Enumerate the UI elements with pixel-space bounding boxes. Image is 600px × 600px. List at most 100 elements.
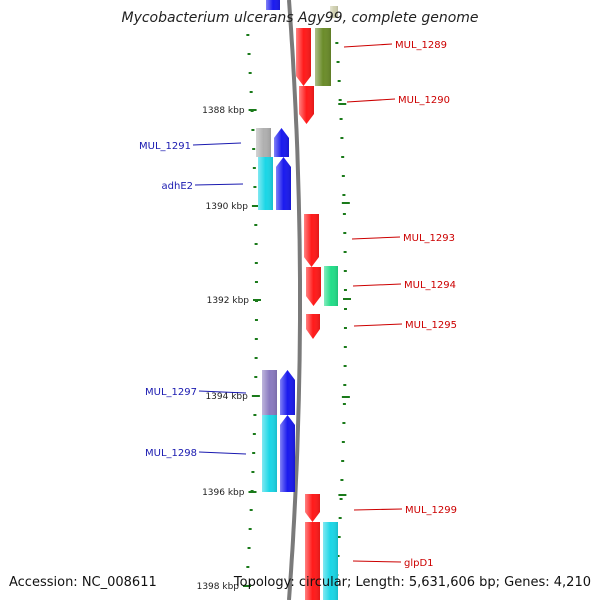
- gene-top-stub-shade: [330, 6, 338, 18]
- gene-label[interactable]: adhE2: [162, 181, 194, 192]
- leader-line: [194, 183, 244, 186]
- tick-mark: [343, 346, 347, 348]
- gene-green-1294-shade: [324, 266, 338, 306]
- gene-mul-1299-shade: [305, 494, 320, 522]
- tick-mark: [337, 536, 341, 538]
- tick-mark: [254, 243, 258, 245]
- tick-mark: [343, 270, 347, 272]
- tick-mark: [343, 289, 347, 291]
- tick-mark: [254, 281, 258, 283]
- gene-adhe2-shade: [276, 157, 291, 210]
- backbone-layer: [287, 0, 302, 600]
- gene-label[interactable]: glpD1: [404, 558, 434, 569]
- gene-mul-1291-shade: [274, 128, 289, 157]
- gene-mul-1297-shade: [280, 370, 295, 415]
- leader-line: [198, 451, 247, 455]
- topology-text: Topology: circular; Length: 5,631,606 bp…: [233, 575, 591, 590]
- gene-label[interactable]: MUL_1294: [404, 280, 456, 291]
- tick-mark: [343, 365, 347, 367]
- tick-mark: [246, 566, 250, 568]
- leader-line: [352, 283, 402, 287]
- tick-mark: [336, 555, 340, 557]
- gene-mul-1295-shade: [306, 314, 320, 339]
- leader-line: [198, 390, 247, 394]
- tick-mark: [341, 156, 345, 158]
- tick-mark: [247, 547, 251, 549]
- tick-mark: [253, 186, 257, 188]
- gene-olive-1289-shade: [315, 28, 331, 86]
- tick-mark: [338, 517, 342, 519]
- tick-mark: [252, 433, 256, 435]
- tick-mark: [251, 471, 255, 473]
- map-title: Mycobacterium ulcerans Agy99, complete g…: [121, 10, 479, 26]
- tick-mark: [248, 528, 252, 530]
- tick-mark: [336, 61, 340, 63]
- kbp-tick: [248, 491, 257, 493]
- tick-mark: [335, 42, 339, 44]
- gene-label[interactable]: MUL_1290: [398, 95, 450, 106]
- label-layer: 1388 kbp 1390 kbp 1392 kbp 1394 kbp 1396 kbp…: [139, 40, 457, 592]
- gene-cyan-adhe2-shade: [258, 157, 273, 210]
- tick-mark: [343, 327, 347, 329]
- tick-mark: [342, 194, 346, 196]
- tick-mark: [341, 441, 345, 443]
- major-tick: [341, 202, 350, 204]
- gene-gray-1291-shade: [256, 128, 271, 157]
- kbp-tick: [251, 205, 260, 207]
- tick-mark: [342, 422, 346, 424]
- gene-mul-1298-shade: [280, 415, 295, 492]
- leader-line: [343, 43, 393, 48]
- tick-mark: [252, 167, 256, 169]
- gene-label[interactable]: MUL_1289: [395, 40, 447, 51]
- gene-label[interactable]: MUL_1293: [403, 233, 455, 244]
- tick-mark: [340, 137, 344, 139]
- gene-purple-1297-shade: [262, 370, 277, 415]
- leader-line: [352, 560, 402, 563]
- tick-mark: [253, 414, 257, 416]
- tick-mark: [254, 319, 258, 321]
- genome-backbone: [287, 0, 302, 600]
- major-tick: [338, 494, 347, 496]
- tick-mark: [254, 224, 258, 226]
- kbp-tick: [251, 395, 260, 397]
- tick-mark: [248, 72, 252, 74]
- accession-text: Accession: NC_008611: [9, 575, 157, 590]
- tick-mark: [343, 232, 347, 234]
- tick-layer: [243, 34, 351, 595]
- gene-label[interactable]: MUL_1295: [405, 320, 457, 331]
- gene-label[interactable]: MUL_1291: [139, 141, 191, 152]
- tick-mark: [247, 53, 251, 55]
- tick-mark: [344, 308, 347, 310]
- gene-mul-1294-shade: [306, 267, 321, 306]
- tick-mark: [246, 34, 250, 36]
- gene-mul-1293-shade: [304, 214, 319, 267]
- leader-line: [353, 323, 403, 327]
- tick-mark: [342, 403, 346, 405]
- tick-mark: [339, 498, 343, 500]
- gene-top-blue-shade: [266, 0, 280, 10]
- tick-mark: [251, 129, 255, 131]
- tick-mark: [254, 262, 258, 264]
- gene-label[interactable]: MUL_1298: [145, 448, 197, 459]
- kbp-tick: [253, 299, 261, 301]
- leader-line: [346, 98, 396, 103]
- tick-mark: [341, 175, 345, 177]
- kbp-tick: [243, 585, 252, 587]
- tick-mark: [338, 99, 342, 101]
- kbp-label: 1388 kbp: [202, 106, 245, 116]
- gene-label[interactable]: MUL_1299: [405, 505, 457, 516]
- tick-mark: [254, 338, 258, 340]
- gene-label[interactable]: MUL_1297: [145, 387, 197, 398]
- kbp-label: 1392 kbp: [207, 296, 250, 306]
- leader-line: [351, 236, 401, 240]
- gene-mul-1289-shade: [296, 28, 311, 86]
- kbp-label: 1396 kbp: [202, 488, 245, 498]
- gene-glpd1-shade: [305, 522, 320, 600]
- kbp-label: 1390 kbp: [206, 202, 249, 212]
- gene-cyan-1298-shade: [262, 415, 277, 492]
- major-tick: [342, 298, 351, 300]
- kbp-tick: [248, 109, 257, 111]
- leader-line: [353, 508, 403, 511]
- leader-line: [192, 142, 242, 146]
- tick-mark: [343, 384, 347, 386]
